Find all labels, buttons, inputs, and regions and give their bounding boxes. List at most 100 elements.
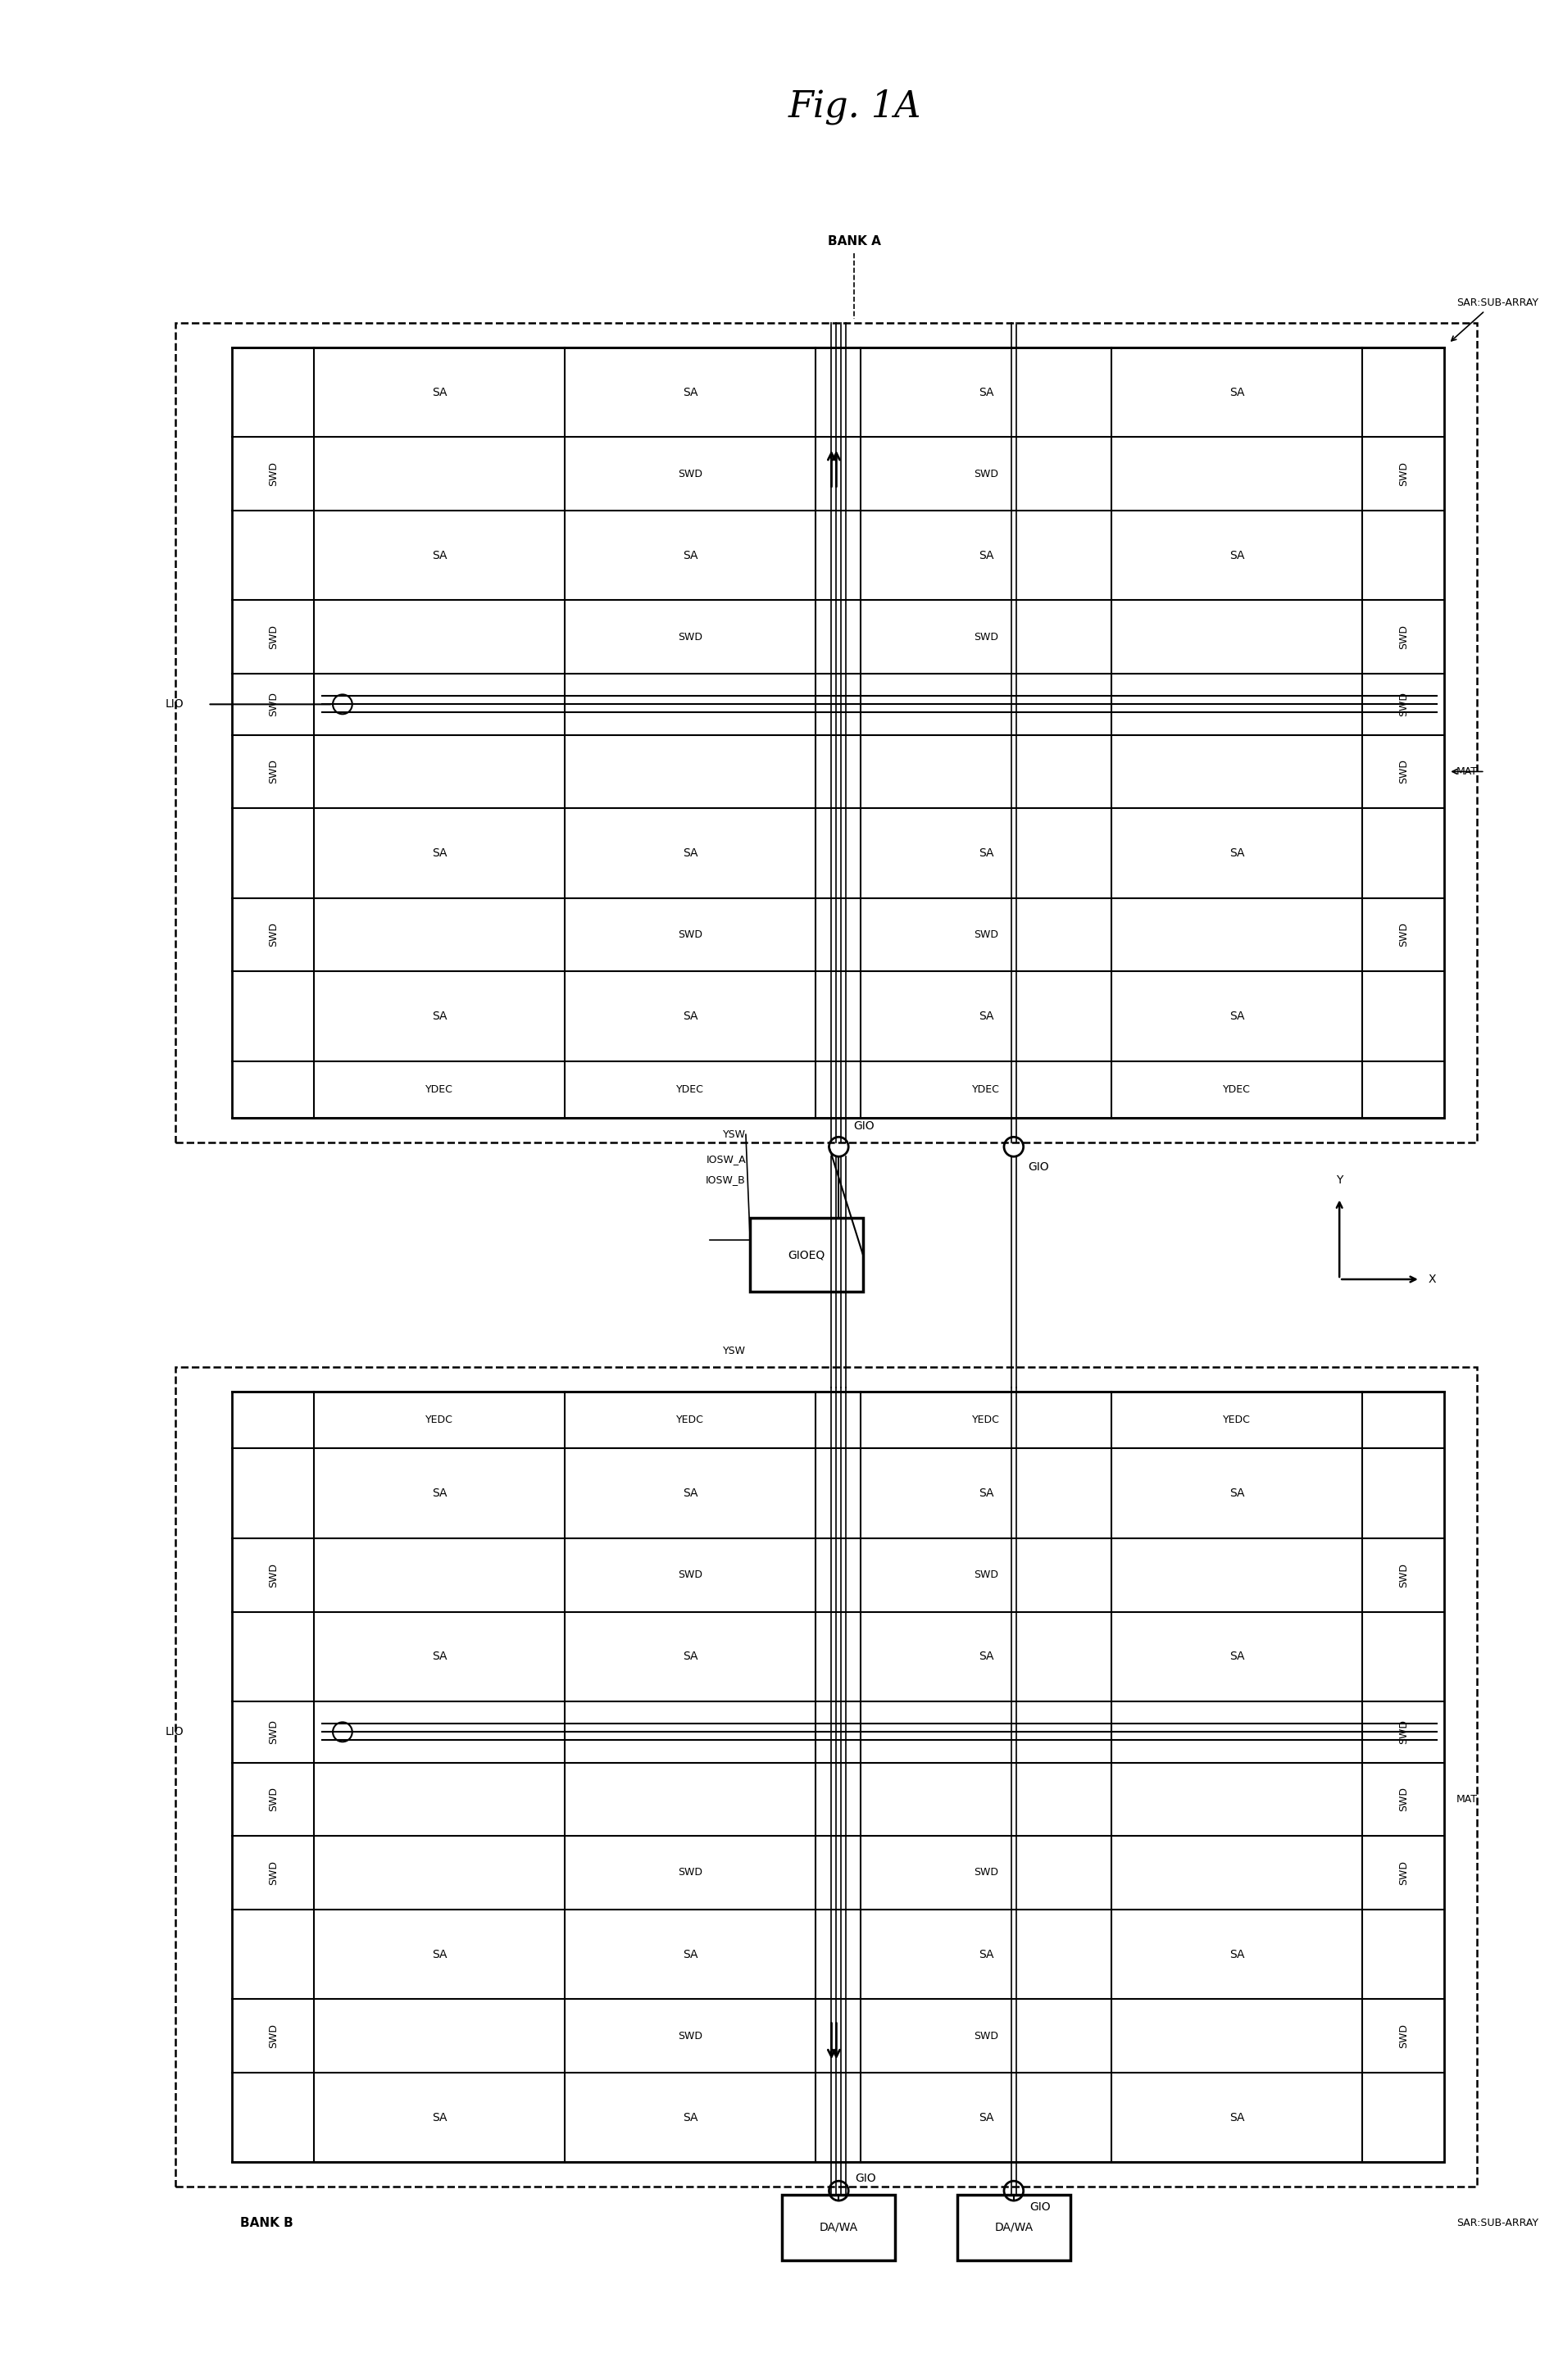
Text: SA: SA [683, 550, 697, 562]
Text: SWD: SWD [267, 1721, 278, 1745]
Text: SA: SA [683, 1652, 697, 1661]
Text: YEDC: YEDC [425, 1414, 453, 1426]
Text: IOSW_B: IOSW_B [705, 1173, 746, 1185]
Text: SA: SA [978, 1488, 993, 1499]
Text: SWD: SWD [267, 624, 278, 650]
Text: GIO: GIO [1030, 2202, 1050, 2213]
Text: SA: SA [431, 1012, 447, 1021]
Text: SA: SA [1229, 1652, 1244, 1661]
Text: DA/WA: DA/WA [994, 2223, 1033, 2232]
Text: SA: SA [1229, 386, 1244, 397]
Text: SWD: SWD [678, 2030, 702, 2042]
Text: SWD: SWD [267, 759, 278, 783]
Text: GIO: GIO [853, 1121, 874, 1133]
Bar [957, 2194, 1069, 2261]
Text: LIO: LIO [164, 1726, 183, 1737]
Bar [1111, 1764, 1361, 1835]
Text: SWD: SWD [267, 2023, 278, 2049]
Text: YDEC: YDEC [972, 1085, 1000, 1095]
Text: SWD: SWD [974, 928, 999, 940]
Text: X: X [1427, 1273, 1435, 1285]
Text: SA: SA [431, 847, 447, 859]
Text: SWD: SWD [1397, 693, 1408, 716]
Text: SWD: SWD [1397, 462, 1408, 486]
Text: YSW: YSW [722, 1128, 746, 1140]
Text: IOSW_A: IOSW_A [705, 1154, 746, 1164]
Text: YDEC: YDEC [1222, 1085, 1250, 1095]
Text: SA: SA [978, 1652, 993, 1661]
Text: SWD: SWD [678, 928, 702, 940]
Text: SA: SA [978, 1949, 993, 1961]
Text: LIO: LIO [164, 700, 183, 709]
Text: YEDC: YEDC [1222, 1414, 1250, 1426]
Bar [231, 347, 1444, 1119]
Bar [314, 1764, 564, 1835]
Text: SA: SA [431, 1488, 447, 1499]
Text: BANK A: BANK A [827, 236, 880, 248]
Text: SWD: SWD [678, 469, 702, 478]
Text: SA: SA [1229, 1012, 1244, 1021]
Text: YDEC: YDEC [677, 1085, 703, 1095]
Text: SWD: SWD [974, 469, 999, 478]
Text: SA: SA [683, 386, 697, 397]
Text: SWD: SWD [267, 462, 278, 486]
Text: SWD: SWD [974, 1868, 999, 1878]
Text: GIOEQ: GIOEQ [788, 1250, 825, 1261]
Text: SWD: SWD [1397, 1721, 1408, 1745]
Bar [1111, 1764, 1361, 1835]
Text: YSW: YSW [722, 1345, 746, 1357]
Text: SAR:SUB-ARRAY: SAR:SUB-ARRAY [1455, 298, 1538, 307]
Text: YDEC: YDEC [425, 1085, 453, 1095]
Text: SWD: SWD [267, 693, 278, 716]
Bar [564, 735, 816, 809]
Text: SA: SA [978, 386, 993, 397]
Text: SA: SA [1229, 1488, 1244, 1499]
Text: SA: SA [683, 1488, 697, 1499]
Bar [860, 1764, 1111, 1835]
Text: SWD: SWD [974, 631, 999, 643]
Text: SA: SA [431, 1949, 447, 1961]
Text: SWD: SWD [1397, 923, 1408, 947]
Text: SWD: SWD [267, 1787, 278, 1811]
Bar [564, 1764, 816, 1835]
Text: GIO: GIO [1028, 1161, 1049, 1173]
Text: SWD: SWD [974, 2030, 999, 2042]
Text: SWD: SWD [678, 1571, 702, 1580]
Text: SWD: SWD [1397, 1861, 1408, 1885]
Text: YEDC: YEDC [677, 1414, 703, 1426]
Text: SWD: SWD [267, 1564, 278, 1587]
Text: SWD: SWD [1397, 759, 1408, 783]
Text: SA: SA [978, 847, 993, 859]
Text: SA: SA [1229, 847, 1244, 859]
Text: GIO: GIO [855, 2173, 875, 2185]
Bar [749, 1219, 863, 1292]
Bar [175, 1366, 1475, 2187]
Text: SWD: SWD [267, 1861, 278, 1885]
Text: SAR:SUB-ARRAY: SAR:SUB-ARRAY [1455, 2218, 1538, 2228]
Text: SA: SA [431, 2111, 447, 2123]
Text: YEDC: YEDC [972, 1414, 1000, 1426]
Text: MAT: MAT [1455, 1795, 1477, 1804]
Text: SA: SA [1229, 2111, 1244, 2123]
Text: SWD: SWD [1397, 1787, 1408, 1811]
Text: SWD: SWD [1397, 2023, 1408, 2049]
Text: SWD: SWD [974, 1571, 999, 1580]
Bar [860, 1764, 1111, 1835]
Bar [314, 735, 564, 809]
Text: SA: SA [978, 1012, 993, 1021]
Text: SA: SA [1229, 550, 1244, 562]
Bar [175, 324, 1475, 1142]
Text: Y: Y [1335, 1173, 1343, 1185]
Text: SA: SA [683, 2111, 697, 2123]
Text: SWD: SWD [678, 1868, 702, 1878]
Text: DA/WA: DA/WA [819, 2223, 858, 2232]
Bar [782, 2194, 896, 2261]
Text: SA: SA [978, 550, 993, 562]
Text: SA: SA [431, 386, 447, 397]
Bar [860, 735, 1111, 809]
Text: SA: SA [431, 550, 447, 562]
Text: SWD: SWD [267, 923, 278, 947]
Text: SA: SA [683, 847, 697, 859]
Bar [1111, 735, 1361, 809]
Text: MAT: MAT [1455, 766, 1477, 776]
